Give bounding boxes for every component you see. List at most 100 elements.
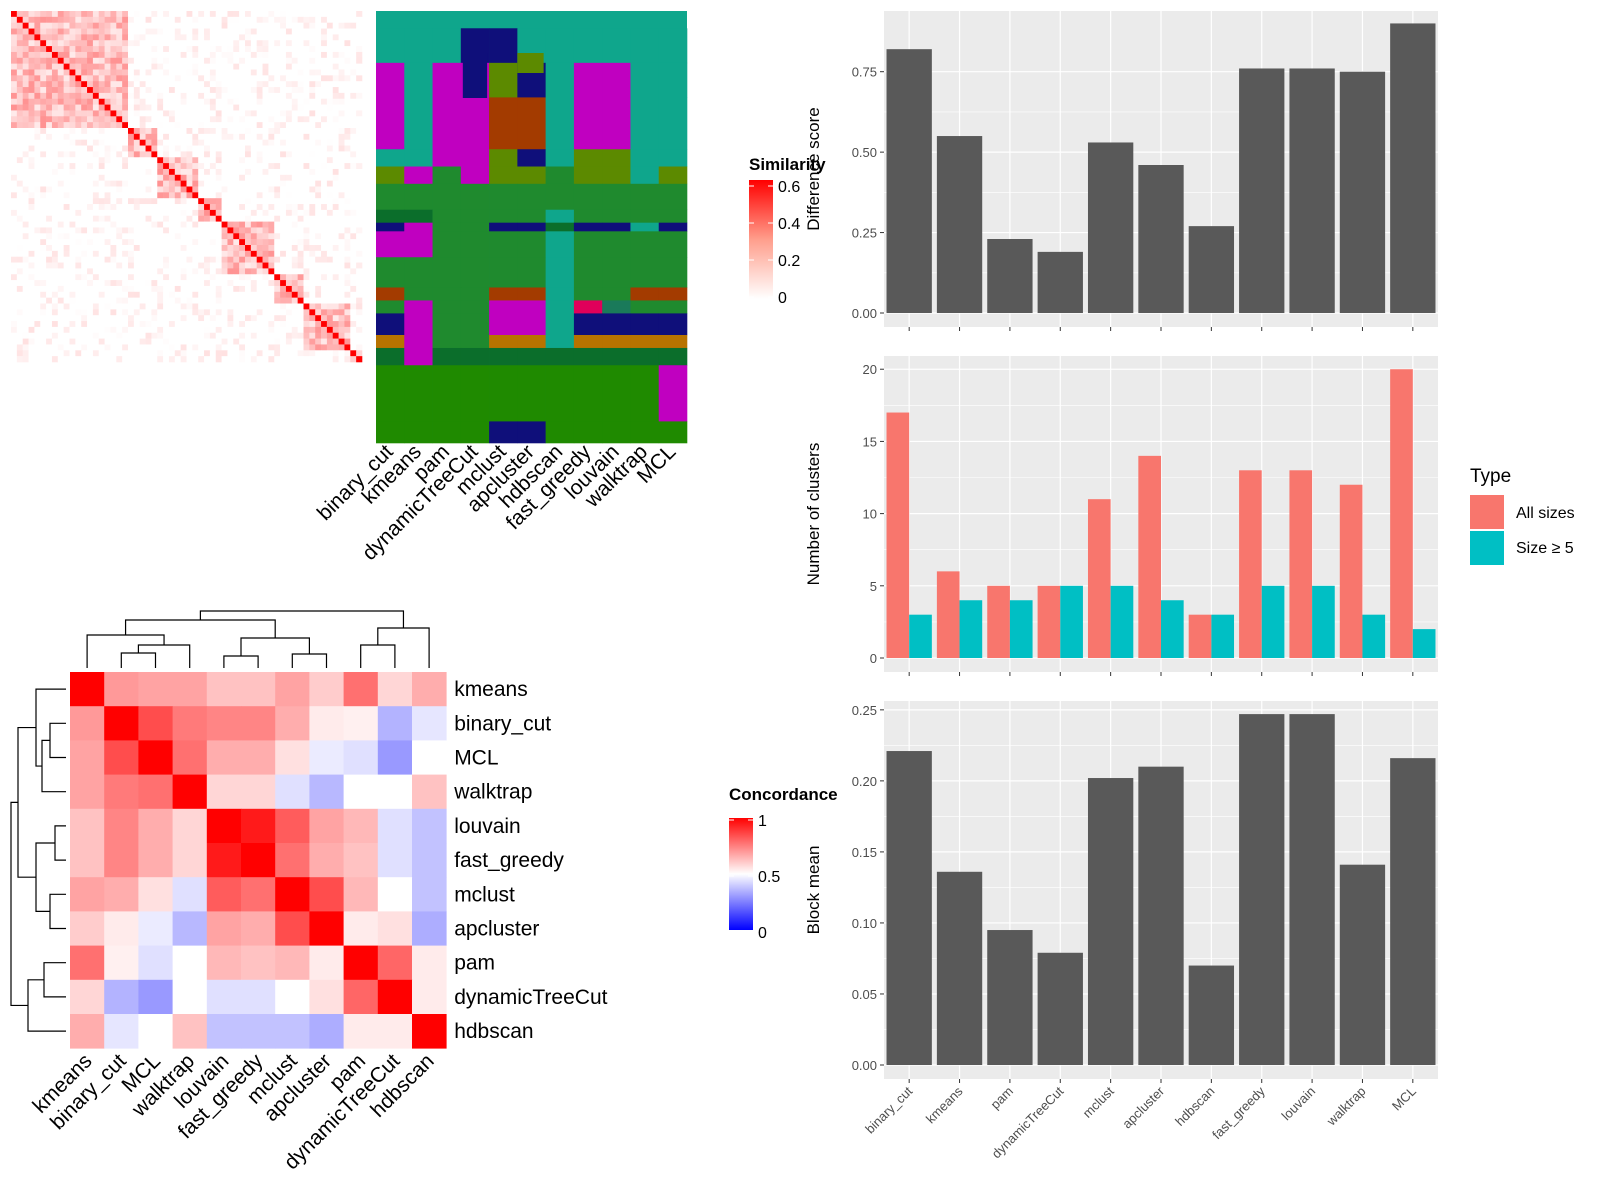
- assignment-cell: [489, 149, 518, 167]
- legend-label-all-sizes: All sizes: [1516, 505, 1575, 522]
- similarity-cell: [285, 245, 293, 252]
- bar-all-sizes: [886, 412, 910, 658]
- similarity-cell: [245, 198, 252, 205]
- similarity-cell: [46, 233, 53, 240]
- similarity-cell: [326, 22, 334, 29]
- similarity-cell: [297, 262, 304, 269]
- concordance-cell: [309, 843, 344, 878]
- similarity-cell: [315, 81, 322, 88]
- similarity-cell: [163, 11, 170, 18]
- similarity-cell: [51, 128, 59, 135]
- similarity-cell: [262, 233, 269, 240]
- similarity-cell: [128, 338, 135, 345]
- concordance-cell: [172, 979, 208, 1015]
- similarity-cell: [145, 262, 152, 269]
- similarity-cell: [250, 338, 257, 345]
- similarity-cell: [268, 192, 275, 199]
- similarity-cell: [256, 280, 263, 287]
- similarity-cell: [280, 338, 287, 345]
- similarity-cell: [227, 262, 234, 269]
- similarity-cell: [122, 186, 129, 193]
- similarity-cell: [180, 28, 187, 35]
- similarity-cell: [256, 174, 263, 181]
- similarity-cell: [198, 174, 205, 181]
- similarity-cell: [274, 87, 281, 94]
- similarity-cell: [34, 332, 41, 339]
- similarity-cell: [157, 168, 164, 176]
- similarity-cell: [285, 350, 293, 357]
- similarity-cell: [326, 250, 334, 257]
- assignment-cell: [573, 300, 603, 314]
- similarity-cell: [63, 198, 70, 205]
- similarity-cell: [192, 338, 199, 345]
- similarity-cell: [192, 28, 199, 35]
- similarity-cell: [250, 16, 257, 23]
- similarity-cell: [338, 198, 345, 205]
- similarity-cell: [40, 104, 47, 111]
- similarity-cell: [303, 274, 310, 281]
- similarity-cell: [139, 122, 146, 129]
- similarity-cell: [245, 239, 252, 246]
- similarity-cell: [221, 116, 228, 123]
- assignment-cell: [602, 149, 631, 167]
- similarity-cell: [104, 209, 111, 217]
- similarity-cell: [122, 151, 129, 158]
- similarity-cell: [110, 326, 117, 334]
- bar-all-sizes: [936, 571, 960, 658]
- similarity-cell: [186, 215, 193, 222]
- concordance-cell: [70, 1014, 105, 1049]
- assignment-cell: [460, 222, 490, 232]
- similarity-cell: [274, 321, 281, 328]
- similarity-cell: [291, 63, 298, 70]
- similarity-cell: [16, 250, 23, 257]
- similarity-cell: [92, 291, 100, 298]
- similarity-cell: [332, 69, 339, 76]
- similarity-cell: [186, 128, 193, 135]
- similarity-cell: [268, 92, 275, 100]
- similarity-cell: [34, 133, 41, 140]
- similarity-cell: [57, 51, 64, 59]
- similarity-cell: [209, 256, 217, 263]
- similarity-cell: [297, 326, 304, 334]
- similarity-cell: [291, 69, 298, 76]
- similarity-cell: [309, 145, 316, 152]
- similarity-cell: [245, 98, 252, 105]
- similarity-cell: [46, 280, 53, 287]
- similarity-cell: [204, 256, 211, 263]
- similarity-cell: [28, 285, 35, 293]
- bar: [1188, 965, 1235, 1065]
- similarity-cell: [285, 40, 293, 47]
- similarity-cell: [51, 338, 59, 345]
- similarity-cell: [22, 233, 29, 240]
- similarity-cell: [274, 356, 281, 363]
- similarity-cell: [268, 34, 275, 41]
- similarity-cell: [110, 239, 117, 246]
- similarity-cell: [262, 321, 269, 328]
- similarity-cell: [262, 239, 269, 246]
- similarity-cell: [151, 256, 158, 263]
- similarity-cell: [280, 157, 287, 164]
- similarity-cell: [116, 221, 123, 228]
- similarity-cell: [11, 209, 18, 217]
- similarity-cell: [268, 274, 275, 281]
- similarity-cell: [198, 344, 205, 351]
- similarity-cell: [75, 168, 82, 176]
- similarity-cell: [174, 174, 181, 181]
- similarity-cell: [239, 245, 246, 252]
- similarity-cell: [69, 268, 76, 275]
- concordance-cell: [275, 911, 310, 946]
- similarity-cell: [332, 344, 339, 351]
- assignment-cell: [460, 149, 490, 167]
- similarity-cell: [92, 204, 100, 211]
- similarity-cell: [198, 168, 205, 176]
- similarity-cell: [163, 268, 170, 275]
- similarity-cell: [350, 98, 357, 105]
- assignment-cell: [573, 222, 603, 232]
- similarity-cell: [268, 57, 275, 64]
- similarity-cell: [350, 209, 357, 217]
- similarity-cell: [321, 116, 328, 123]
- similarity-cell: [344, 221, 351, 228]
- similarity-cell: [209, 92, 217, 100]
- similarity-cell: [198, 274, 205, 281]
- similarity-cell: [233, 168, 240, 176]
